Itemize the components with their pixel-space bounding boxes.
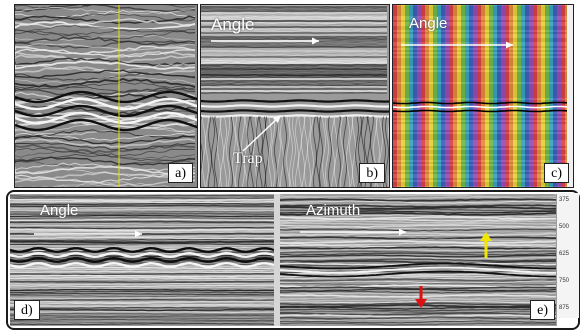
angle-gather-d <box>10 194 274 326</box>
panel-b: Angle Trap b) <box>200 4 390 188</box>
panel-c-label: c) <box>544 163 569 183</box>
panel-c: Angle c) <box>392 4 574 188</box>
panel-b-label: b) <box>359 163 385 183</box>
axis-tick: 875 <box>559 305 570 311</box>
axis-tick: 500 <box>559 224 570 230</box>
axis-tick: 750 <box>559 278 570 284</box>
angle-gather-b <box>201 5 389 187</box>
panel-e: Azimuth e) <box>280 194 557 326</box>
colored-angle-gather-c <box>393 5 573 187</box>
panel-b-title: Angle <box>211 15 255 34</box>
seismic-section-a <box>15 5 197 187</box>
panel-d-label: d) <box>14 300 40 320</box>
panel-e-label: e) <box>530 300 555 320</box>
panel-separator <box>274 194 280 326</box>
panel-d-title: Angle <box>40 202 79 219</box>
trap-annotation: Trap <box>233 150 263 167</box>
axis-tick: 625 <box>559 251 570 257</box>
bottom-frame <box>6 190 580 330</box>
axis-tick: 375 <box>559 197 570 203</box>
panel-a-label: a) <box>168 163 193 183</box>
panel-c-title: Angle <box>409 15 448 32</box>
azimuth-gather-e <box>280 194 557 326</box>
panel-e-title: Azimuth <box>306 202 361 219</box>
depth-axis: 375 500 625 750 875 <box>557 193 579 318</box>
panel-a: a) <box>14 4 198 188</box>
panel-d: Angle d) <box>10 194 274 326</box>
